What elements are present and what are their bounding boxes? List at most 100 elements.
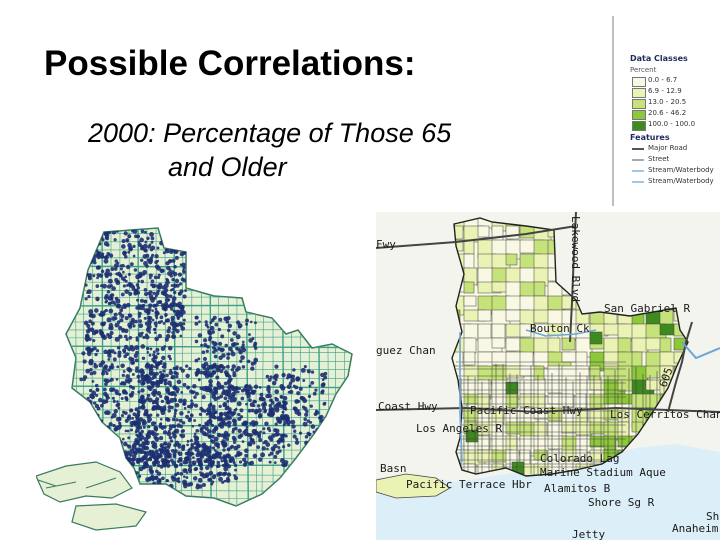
population-dot (144, 240, 148, 244)
population-dot (117, 456, 122, 461)
population-dot (193, 403, 199, 408)
population-dot (84, 408, 90, 414)
population-dot (130, 461, 136, 466)
population-dot (226, 421, 230, 425)
population-dot (253, 361, 257, 365)
population-dot (134, 480, 138, 484)
population-dot (120, 455, 124, 460)
population-dot (108, 308, 114, 314)
population-dot (143, 316, 147, 320)
population-dot (103, 310, 107, 314)
population-dot (123, 231, 128, 236)
street-line (66, 304, 352, 307)
population-dot (113, 453, 117, 457)
population-dot (252, 399, 257, 404)
population-dot (109, 377, 114, 382)
population-dot (154, 307, 158, 311)
population-dot (84, 439, 89, 444)
population-dot (165, 459, 171, 464)
population-dot (142, 422, 145, 426)
legend-feature-1: Major Road (632, 144, 720, 155)
population-dot (90, 418, 94, 422)
population-dot (266, 426, 271, 431)
population-dot (172, 231, 177, 237)
population-dot (88, 244, 92, 248)
population-dot (92, 370, 97, 375)
population-dot (279, 383, 284, 389)
population-dot (95, 232, 100, 237)
population-dot (123, 459, 127, 463)
population-dot (281, 404, 286, 409)
population-dot (316, 440, 321, 445)
population-dot (158, 453, 163, 458)
street-line (66, 265, 352, 269)
population-dot (307, 394, 312, 398)
population-dot (301, 405, 306, 409)
population-dot (164, 248, 170, 254)
population-dot (297, 409, 300, 412)
population-dot (140, 258, 144, 262)
population-dot (225, 453, 230, 458)
population-dot (186, 482, 191, 487)
population-dot (110, 293, 115, 297)
population-dot (322, 423, 327, 429)
population-dot (135, 447, 140, 452)
population-dot (179, 462, 183, 467)
legend-feature-4: Stream/Waterbody (632, 177, 720, 188)
population-dot (138, 323, 144, 329)
population-dot (127, 380, 131, 384)
population-dot (120, 396, 124, 400)
population-dot (230, 444, 235, 449)
population-dot (122, 350, 126, 354)
population-dot (121, 410, 126, 414)
population-dot (268, 460, 272, 464)
population-dot (173, 411, 177, 416)
population-dot (171, 258, 176, 263)
population-dot (248, 384, 252, 388)
population-dot (127, 347, 132, 352)
population-dot (194, 391, 199, 396)
population-dot (136, 457, 140, 461)
census-tract (477, 225, 490, 238)
population-dot (238, 451, 243, 456)
population-dot (240, 396, 245, 401)
population-dot (199, 471, 202, 474)
population-dot (174, 278, 180, 284)
population-dot (137, 273, 143, 279)
population-dot (84, 430, 88, 435)
population-dot (87, 255, 91, 259)
population-dot (115, 416, 121, 422)
population-dot (131, 457, 136, 462)
population-dot (199, 370, 204, 375)
population-dot (118, 421, 122, 425)
population-dot (130, 428, 134, 432)
population-dot (86, 351, 92, 357)
label-marine-stadium: Marine Stadium Aque (540, 466, 666, 479)
population-dot (218, 476, 223, 482)
population-dot (160, 319, 164, 323)
population-dot (183, 406, 187, 410)
population-dot (95, 393, 99, 397)
population-dot (90, 321, 95, 326)
population-dot (88, 360, 94, 366)
population-dot (86, 420, 91, 425)
population-dot (121, 373, 125, 378)
population-dot (181, 262, 186, 268)
legend-features-header: Features (630, 133, 670, 142)
population-dot (100, 435, 104, 439)
population-dot (172, 454, 177, 459)
population-dot (125, 471, 128, 474)
population-dot (104, 444, 108, 449)
population-dot (195, 429, 200, 433)
population-dot (127, 234, 132, 239)
population-dot (82, 375, 88, 380)
street-line (66, 385, 352, 389)
population-dot (167, 452, 172, 458)
label-colorado-lag: Colorado Lag (540, 452, 619, 465)
population-dot (131, 373, 135, 376)
population-dot (165, 239, 171, 244)
street-line (66, 345, 352, 349)
population-dot (139, 457, 145, 463)
population-dot (270, 410, 276, 415)
population-dot (212, 350, 216, 354)
